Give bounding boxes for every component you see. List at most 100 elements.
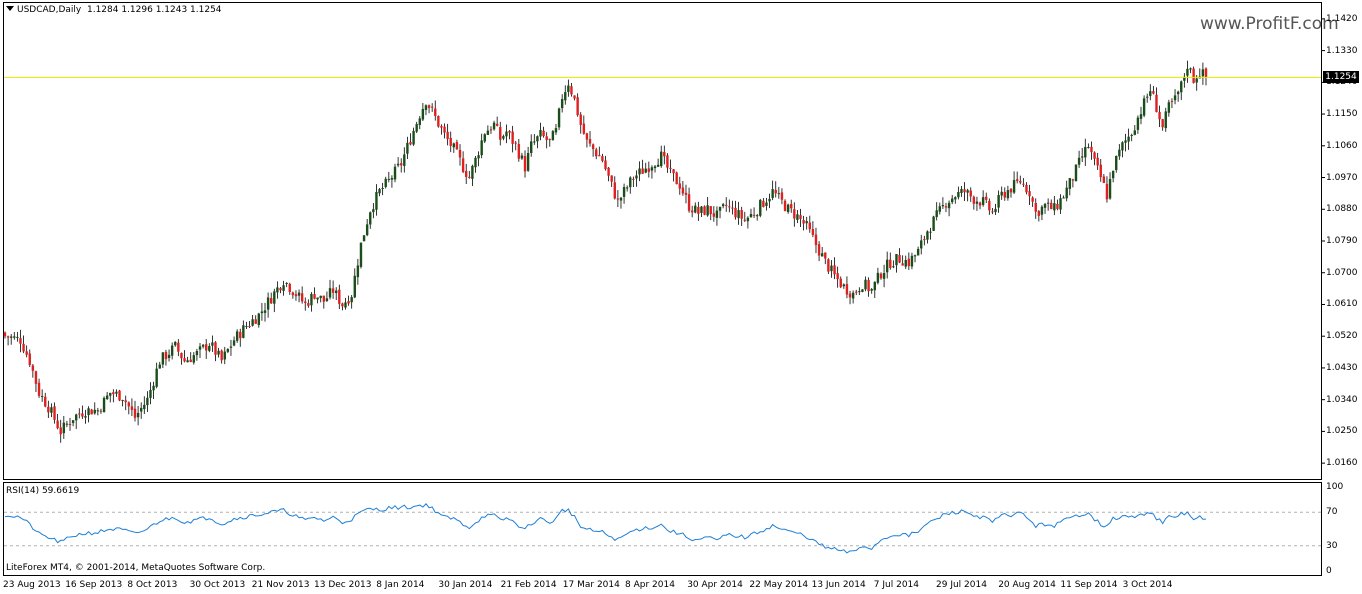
bullish-candle [533,141,536,143]
dropdown-arrow-icon[interactable] [6,6,14,11]
bullish-candle [1133,130,1137,135]
bearish-candle [585,133,589,140]
current-price-tag: 1.1254 [1323,71,1359,84]
bullish-candle [1121,142,1124,151]
bearish-candle [548,138,551,140]
chart-header: USDCAD,Daily 1.1284 1.1296 1.1243 1.1254 [6,5,222,15]
bearish-candle [455,142,459,150]
bullish-candle [625,187,629,189]
bearish-candle [434,108,437,116]
rsi-line [4,503,1207,554]
bullish-candle [195,350,199,356]
bullish-candle [557,108,561,128]
bullish-candle [223,351,226,360]
bullish-candle [486,130,490,135]
bullish-candle [997,194,1000,208]
price-tick-label: 1.0340 [1326,394,1358,405]
bearish-candle [780,192,784,200]
bearish-candle [944,206,948,208]
bullish-candle [864,279,867,290]
bearish-candle [437,116,440,127]
bullish-candle [146,397,149,406]
bullish-candle [768,198,771,202]
bearish-candle [1056,203,1059,209]
rsi-tick-label: 30 [1326,540,1338,551]
bearish-candle [44,396,47,407]
bearish-candle [443,126,446,133]
bearish-candle [177,342,180,352]
bullish-candle [40,396,44,398]
bullish-candle [1108,179,1112,199]
bearish-candle [988,200,991,211]
price-tick-label: 1.1330 [1326,45,1358,56]
bearish-candle [1204,68,1208,78]
bearish-candle [731,207,734,209]
bearish-candle [1031,197,1034,202]
bullish-candle [226,348,230,352]
bullish-candle [121,400,124,402]
bullish-candle [786,204,790,213]
bullish-candle [174,341,177,346]
bullish-candle [629,177,632,188]
bullish-candle [93,409,96,414]
bullish-candle [1074,164,1078,182]
bearish-candle [678,183,681,189]
bearish-candle [341,303,344,307]
bearish-candle [963,189,966,193]
bullish-candle [1142,98,1146,116]
bullish-candle [551,131,555,141]
bullish-candle [858,291,861,293]
bearish-candle [827,259,830,272]
bullish-candle [539,129,542,137]
bullish-candle [1006,190,1010,199]
bearish-candle [690,210,694,213]
bullish-candle [975,201,979,204]
bearish-candle [291,292,295,296]
bullish-candle [935,210,938,218]
bearish-candle [1102,176,1106,184]
bearish-candle [697,207,700,214]
bearish-candle [743,219,746,221]
bearish-candle [824,252,827,259]
bearish-candle [790,204,793,209]
bullish-candle [950,198,954,203]
bullish-candle [650,167,654,171]
bearish-candle [495,123,499,126]
bearish-candle [595,149,598,157]
bullish-candle [1136,117,1140,130]
bullish-candle [84,416,87,418]
bullish-candle [263,310,267,313]
bullish-candle [1127,136,1130,142]
bullish-candle [325,298,329,302]
bearish-candle [288,283,291,292]
bullish-candle [526,153,530,171]
bearish-candle [204,344,208,351]
bearish-candle [248,326,251,328]
bearish-candle [25,351,28,355]
bearish-candle [1155,94,1158,113]
bearish-candle [47,406,50,413]
bearish-candle [616,198,620,200]
bullish-candle [353,275,356,298]
bearish-candle [1161,119,1164,128]
bearish-candle [400,163,403,166]
bullish-candle [477,155,480,159]
bullish-candle [136,412,140,418]
bearish-candle [53,406,56,420]
bullish-candle [796,214,799,220]
bullish-candle [957,191,960,198]
bullish-candle [715,210,719,218]
bullish-candle [471,165,474,179]
bullish-candle [158,364,161,369]
bearish-candle [898,254,901,263]
bullish-candle [619,197,623,201]
bullish-candle [1012,180,1016,193]
bearish-candle [607,167,610,176]
bullish-candle [1149,91,1152,96]
bearish-candle [331,288,335,293]
bearish-candle [1050,202,1053,210]
bearish-candle [969,190,972,197]
bearish-candle [740,210,743,219]
bullish-candle [554,128,558,133]
bearish-candle [189,359,192,362]
